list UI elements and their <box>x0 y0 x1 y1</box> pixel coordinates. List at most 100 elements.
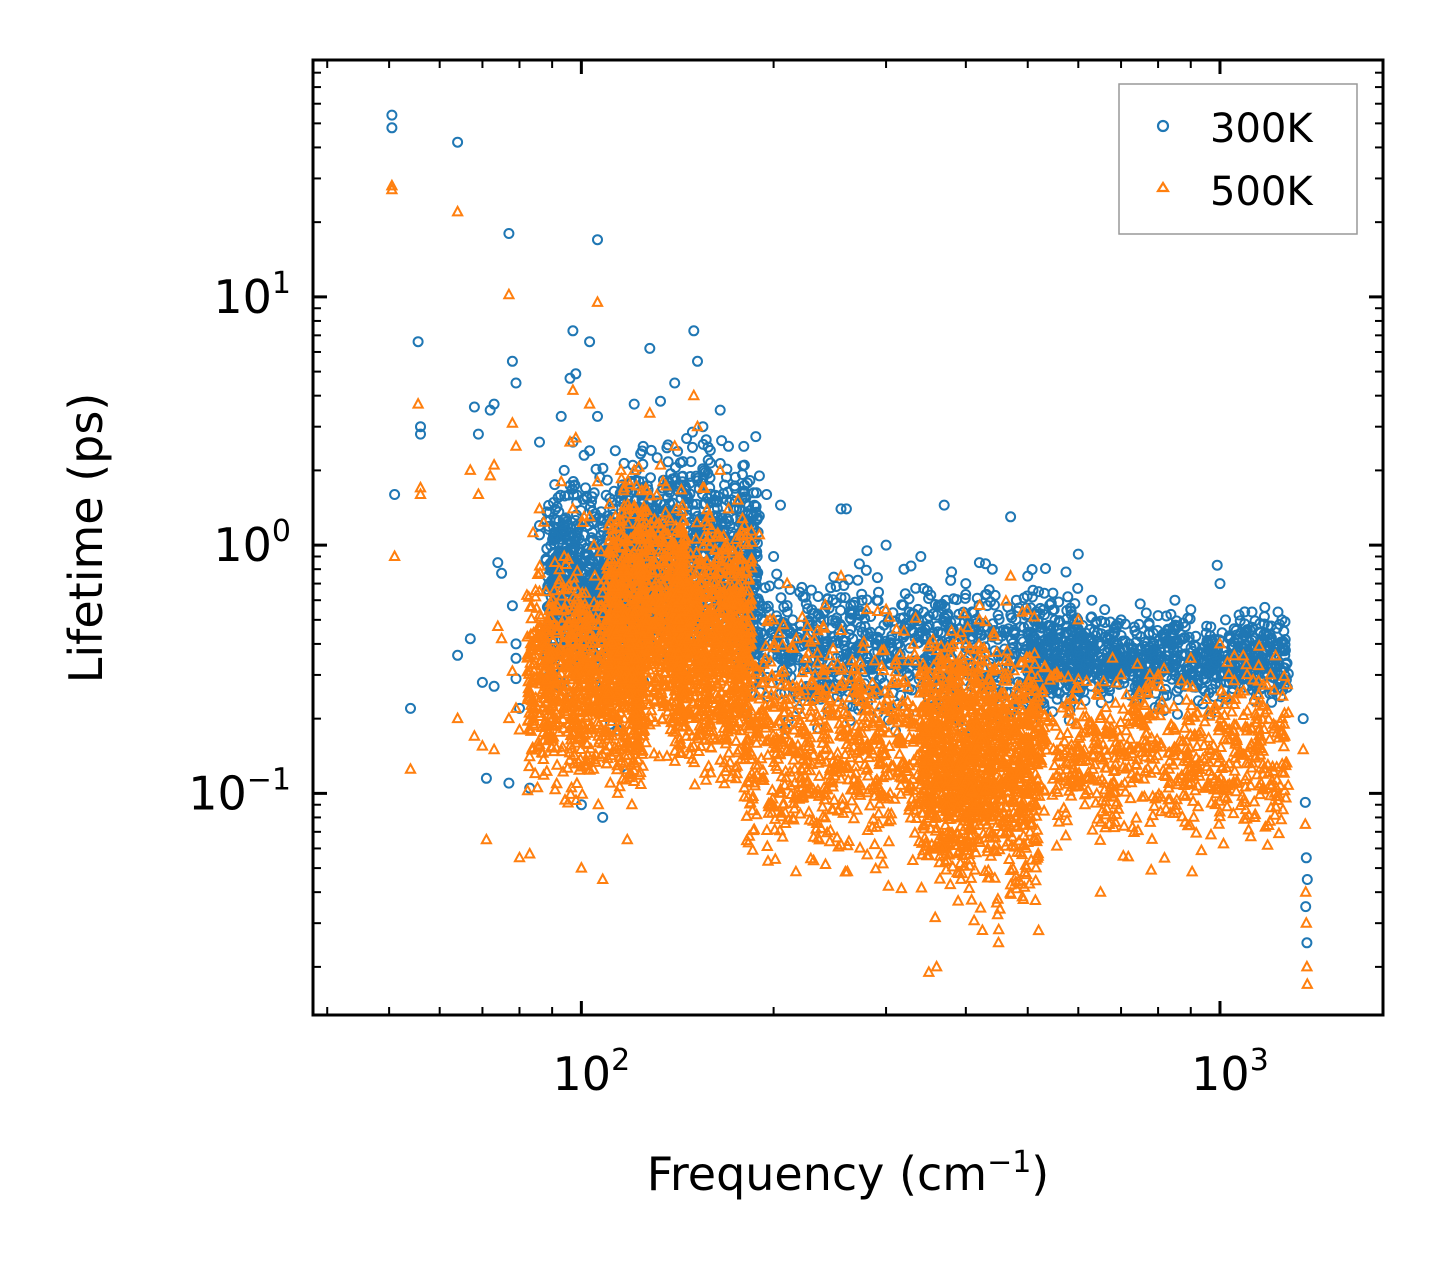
series-300k-band-point <box>590 463 602 475</box>
series-300k-band-point <box>959 592 971 604</box>
series-300k-band-point <box>988 625 1000 636</box>
series-300k-band-point <box>845 623 857 635</box>
series-300k-band-point <box>645 472 656 484</box>
series-300k-band-point <box>948 593 960 605</box>
series-300k-band-point <box>704 444 716 456</box>
series-300k-band-point <box>744 475 756 486</box>
series-300k-band-point <box>871 572 883 584</box>
series-300k-band-point <box>1069 598 1081 610</box>
series-300k-band-point <box>549 503 561 515</box>
series-300k-band-point <box>702 492 713 504</box>
series-300k-band-point <box>931 609 943 621</box>
series-300k-band-point <box>803 617 814 629</box>
series-300k-band-point <box>560 512 572 524</box>
series-300k-band-point <box>866 631 878 643</box>
series-300k-band-point <box>714 458 726 469</box>
series-300k-band-point <box>597 521 609 533</box>
series-300k-band-point <box>764 580 776 592</box>
series-300k-band-point <box>687 441 698 453</box>
series-300k-band-point <box>812 591 824 602</box>
series-300k-band-point <box>781 606 793 618</box>
series-300k-band-point <box>1027 584 1039 596</box>
series-300k-band-point <box>1140 607 1152 619</box>
series-300k-band-point <box>601 474 613 486</box>
series-300k-band-point <box>771 568 783 580</box>
series-300k-band-point <box>945 622 957 634</box>
series-300k-band-point <box>618 457 630 469</box>
series-300k-band-point <box>839 592 851 604</box>
series-300k-band-point <box>844 606 855 618</box>
series-300k-band-point <box>923 619 935 631</box>
series-300k-band-point <box>574 546 586 558</box>
series-300k-band-point <box>929 599 941 610</box>
series-300k-band-point <box>853 558 865 570</box>
series-300k-band-point <box>985 596 996 608</box>
series-300k-band-point <box>597 462 609 474</box>
series-300k-band-point <box>876 671 888 683</box>
series-300k-band-point <box>973 624 985 636</box>
series-300k-band-point <box>1008 628 1020 640</box>
series-300k-band-point <box>1092 638 1104 649</box>
series-300k-band-point <box>895 612 906 624</box>
series-300k-band-point <box>899 588 911 600</box>
series-300k-band-point <box>856 588 868 600</box>
series-300k-band-point <box>925 589 937 601</box>
series-300k-band-point <box>830 617 842 629</box>
series-300k-band-point <box>752 567 764 579</box>
series-300k-band-point <box>581 492 593 504</box>
series-300k-band-point <box>896 599 908 611</box>
series-300k-band-point <box>845 600 857 611</box>
series-300k-band-point <box>983 584 995 596</box>
series-300k-band-point <box>726 526 738 538</box>
series-300k-band-point <box>716 435 728 447</box>
series-300k-band-point <box>820 638 832 650</box>
series-300k-band-point <box>806 604 818 616</box>
series-300k-band-point <box>756 600 768 612</box>
series-300k-band-point <box>825 582 837 594</box>
series-300k-band-point <box>1040 563 1051 574</box>
series-300k-band-point <box>697 463 709 475</box>
series-300k-band-point <box>729 482 741 494</box>
series-300k-band-point <box>557 514 569 526</box>
series-300k-band-point <box>681 433 693 444</box>
series-300k-band-point <box>557 518 569 530</box>
series-300k-band-point <box>910 582 922 594</box>
series-300k-band-point <box>750 487 762 499</box>
series-300k-band-point <box>750 431 762 443</box>
series-300k-band-point <box>751 611 763 623</box>
series-300k-band-point <box>830 597 842 609</box>
series-300k-band-point <box>572 518 584 530</box>
series-300k-band-point <box>1038 587 1050 599</box>
series-300k-band-point <box>1021 590 1033 602</box>
series-300k-band-point <box>635 448 647 460</box>
series-300k-band-point <box>775 592 787 604</box>
series-300k-band-point <box>942 610 954 622</box>
series-300k-band-point <box>662 456 674 468</box>
series-300k-band-point <box>721 471 732 483</box>
series-300k-band-point <box>580 482 591 494</box>
series-300k-band-point <box>852 574 864 586</box>
points-layer <box>385 109 1314 989</box>
series-300k-band-point <box>837 635 849 647</box>
series-300k-band-point <box>1060 566 1072 578</box>
series-300k-band-point <box>762 600 774 612</box>
series-300k-band-point <box>758 629 770 641</box>
series-300k-band-point <box>720 518 732 530</box>
series-300k-band-point <box>960 589 972 600</box>
series-300k-band-point <box>871 633 883 645</box>
series-300k-band-point <box>992 609 1004 621</box>
series-300k-band-point <box>711 495 723 507</box>
series-300k-band-point <box>860 564 872 576</box>
series-300k-band-point <box>700 434 712 446</box>
series-300k-band-point <box>775 653 787 665</box>
series-300k-band-point <box>847 633 859 645</box>
series-300k-band-point <box>812 644 824 656</box>
series-300k-band-point <box>686 426 698 438</box>
series-300k-band-point <box>685 456 697 468</box>
series-300k-band-point <box>856 626 868 638</box>
series-300k-band-point <box>980 558 991 570</box>
series-300k-band-point <box>729 495 741 507</box>
series-300k-band-point <box>548 497 559 508</box>
series-300k-band-point <box>828 631 840 643</box>
series-300k-band-point <box>600 489 612 501</box>
